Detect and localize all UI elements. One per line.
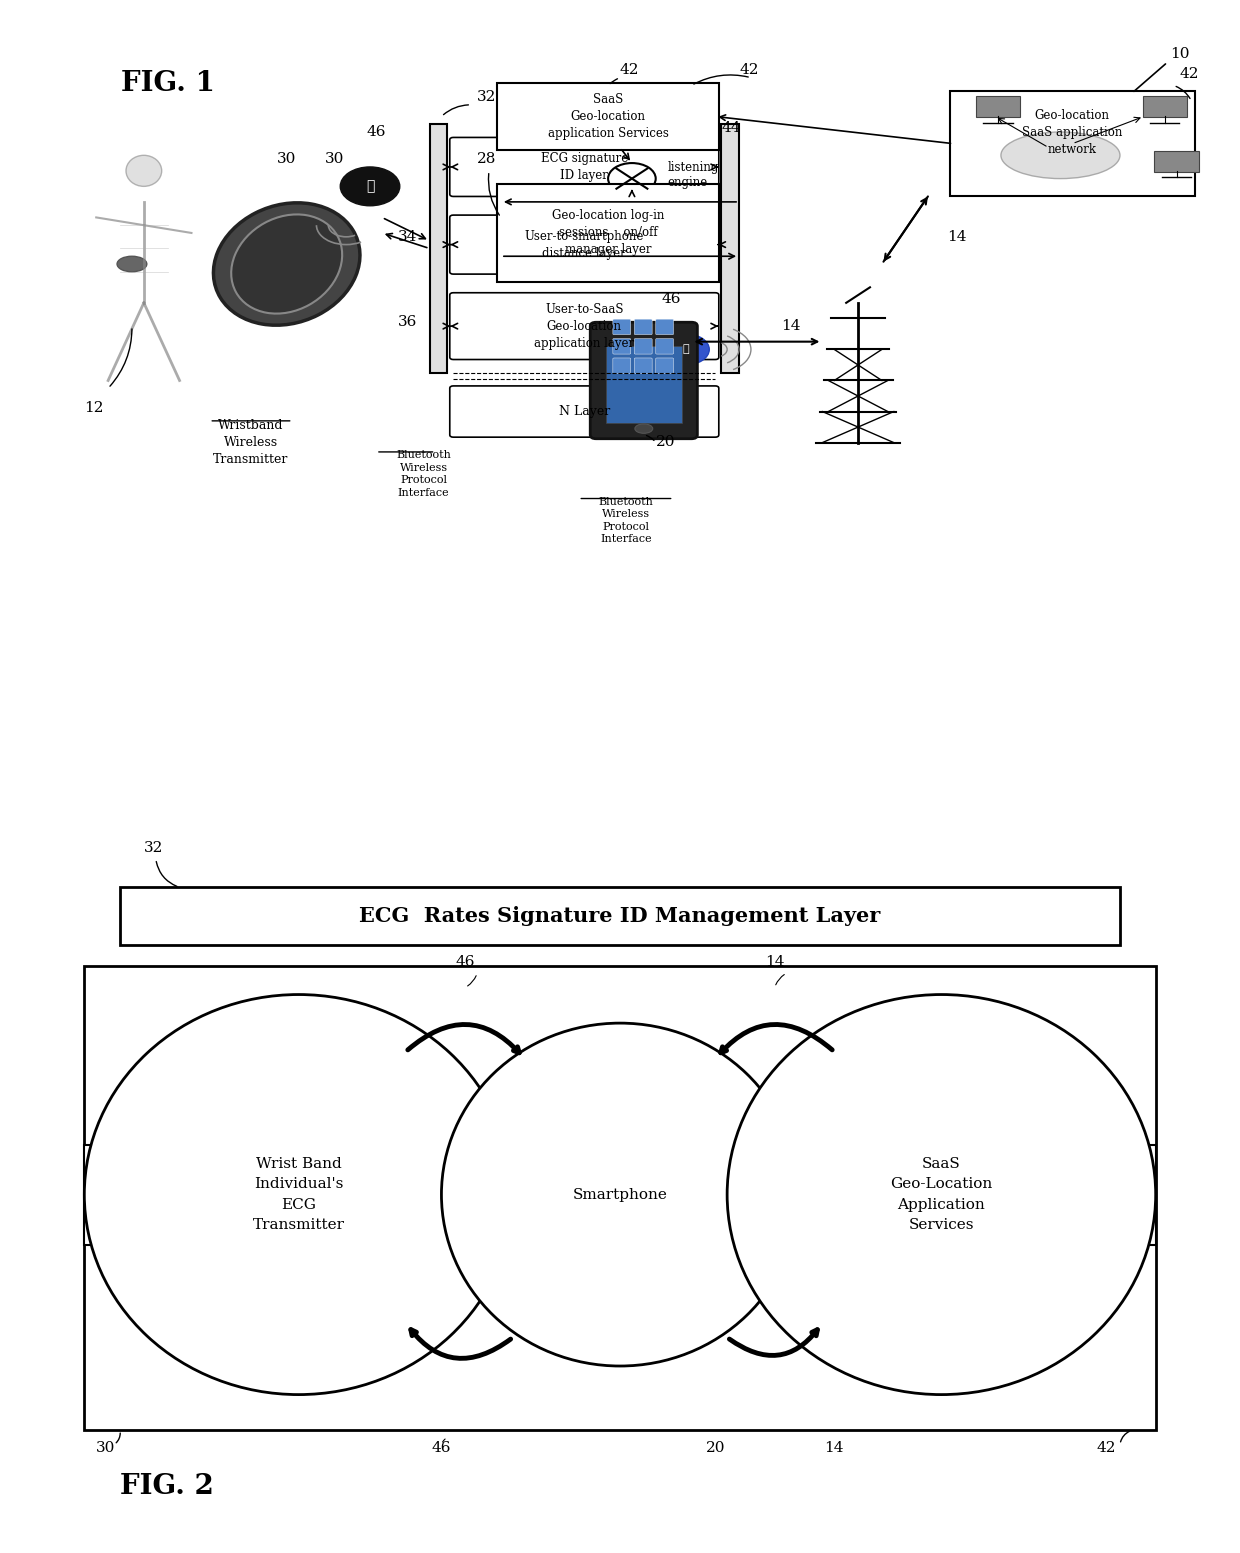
Text: 36: 36 bbox=[398, 315, 418, 329]
FancyBboxPatch shape bbox=[656, 359, 673, 374]
Ellipse shape bbox=[1001, 132, 1120, 179]
Text: 14: 14 bbox=[825, 1441, 844, 1455]
Text: 42: 42 bbox=[1179, 67, 1199, 81]
FancyBboxPatch shape bbox=[120, 887, 1120, 944]
Text: 46: 46 bbox=[662, 292, 681, 306]
Text: 14: 14 bbox=[947, 230, 967, 244]
FancyBboxPatch shape bbox=[613, 320, 631, 334]
Text: FIG. 2: FIG. 2 bbox=[120, 1474, 215, 1500]
Text: SaaS
Geo-Location
Application
Services: SaaS Geo-Location Application Services bbox=[890, 1157, 992, 1233]
Ellipse shape bbox=[126, 155, 161, 186]
Text: 32: 32 bbox=[477, 90, 496, 104]
Text: N Layer: N Layer bbox=[559, 405, 610, 418]
FancyBboxPatch shape bbox=[450, 292, 719, 359]
FancyBboxPatch shape bbox=[450, 216, 719, 273]
Text: listening
engine: listening engine bbox=[667, 160, 719, 189]
Text: ECG  Rates Signature ID Management Layer: ECG Rates Signature ID Management Layer bbox=[360, 905, 880, 926]
Text: 34: 34 bbox=[398, 230, 418, 244]
Ellipse shape bbox=[340, 168, 399, 207]
Text: Bluetooth
Wireless
Protocol
Interface: Bluetooth Wireless Protocol Interface bbox=[396, 450, 451, 497]
FancyBboxPatch shape bbox=[950, 90, 1195, 196]
Text: Bluetooth
Wireless
Protocol
Interface: Bluetooth Wireless Protocol Interface bbox=[599, 497, 653, 544]
FancyBboxPatch shape bbox=[1142, 96, 1187, 116]
Text: 42: 42 bbox=[620, 62, 640, 76]
Text: User-to-smartphone
distance layer: User-to-smartphone distance layer bbox=[525, 230, 644, 259]
Text: Wristband
Wireless
Transmitter: Wristband Wireless Transmitter bbox=[213, 419, 289, 466]
Text: ECG signature
ID layer: ECG signature ID layer bbox=[541, 152, 627, 182]
Text: 42: 42 bbox=[1096, 1441, 1116, 1455]
Text: User-to-SaaS
Geo-location
application layer: User-to-SaaS Geo-location application la… bbox=[534, 303, 635, 349]
Text: FIG. 1: FIG. 1 bbox=[120, 70, 215, 96]
FancyBboxPatch shape bbox=[590, 323, 697, 438]
Text: 46: 46 bbox=[432, 1441, 451, 1455]
Text: 14: 14 bbox=[781, 318, 800, 332]
Ellipse shape bbox=[662, 334, 709, 365]
Ellipse shape bbox=[635, 424, 652, 433]
Text: 32: 32 bbox=[144, 840, 164, 854]
FancyBboxPatch shape bbox=[429, 124, 448, 373]
Text: 28: 28 bbox=[477, 152, 496, 166]
Text: SaaS
Geo-location
application Services: SaaS Geo-location application Services bbox=[548, 93, 668, 140]
FancyBboxPatch shape bbox=[1154, 151, 1199, 171]
FancyBboxPatch shape bbox=[635, 320, 652, 334]
FancyBboxPatch shape bbox=[763, 1145, 822, 1244]
Ellipse shape bbox=[117, 256, 146, 272]
FancyBboxPatch shape bbox=[613, 359, 631, 374]
Text: Wrist Band
Individual's
ECG
Transmitter: Wrist Band Individual's ECG Transmitter bbox=[253, 1157, 345, 1233]
Text: 12: 12 bbox=[84, 401, 104, 415]
Text: Smartphone: Smartphone bbox=[573, 1188, 667, 1202]
Text: Ⓑ: Ⓑ bbox=[366, 179, 374, 194]
Text: 14: 14 bbox=[765, 955, 785, 969]
FancyBboxPatch shape bbox=[1096, 1145, 1156, 1244]
Text: 46: 46 bbox=[366, 124, 386, 138]
FancyBboxPatch shape bbox=[84, 966, 1156, 1430]
Text: 42: 42 bbox=[739, 62, 759, 76]
Text: 46: 46 bbox=[455, 955, 475, 969]
Ellipse shape bbox=[84, 994, 513, 1395]
Text: Geo-location
SaaS application
network: Geo-location SaaS application network bbox=[1022, 109, 1122, 155]
FancyBboxPatch shape bbox=[450, 138, 719, 196]
FancyBboxPatch shape bbox=[497, 183, 719, 281]
Text: 20: 20 bbox=[706, 1441, 725, 1455]
Text: 30: 30 bbox=[277, 152, 296, 166]
Text: 30: 30 bbox=[325, 152, 343, 166]
FancyBboxPatch shape bbox=[635, 359, 652, 374]
Text: 20: 20 bbox=[656, 435, 676, 449]
FancyBboxPatch shape bbox=[656, 339, 673, 354]
Text: 30: 30 bbox=[97, 1441, 115, 1455]
Ellipse shape bbox=[231, 214, 342, 314]
FancyBboxPatch shape bbox=[84, 1145, 144, 1244]
Ellipse shape bbox=[727, 994, 1156, 1395]
Text: Geo-location log-in
sessions    on/off
manager layer: Geo-location log-in sessions on/off mana… bbox=[552, 210, 665, 256]
FancyBboxPatch shape bbox=[450, 385, 719, 438]
FancyBboxPatch shape bbox=[84, 1145, 1156, 1244]
FancyBboxPatch shape bbox=[418, 1145, 477, 1244]
FancyBboxPatch shape bbox=[722, 124, 739, 373]
Ellipse shape bbox=[608, 163, 656, 194]
Text: 10: 10 bbox=[1169, 47, 1189, 61]
Text: Ⓑ: Ⓑ bbox=[682, 345, 688, 354]
Text: 44: 44 bbox=[722, 121, 740, 135]
FancyBboxPatch shape bbox=[497, 82, 719, 149]
Ellipse shape bbox=[441, 1023, 799, 1367]
Ellipse shape bbox=[213, 203, 360, 325]
FancyBboxPatch shape bbox=[635, 339, 652, 354]
FancyBboxPatch shape bbox=[656, 320, 673, 334]
FancyBboxPatch shape bbox=[613, 339, 631, 354]
FancyBboxPatch shape bbox=[976, 96, 1021, 116]
FancyBboxPatch shape bbox=[605, 346, 682, 424]
